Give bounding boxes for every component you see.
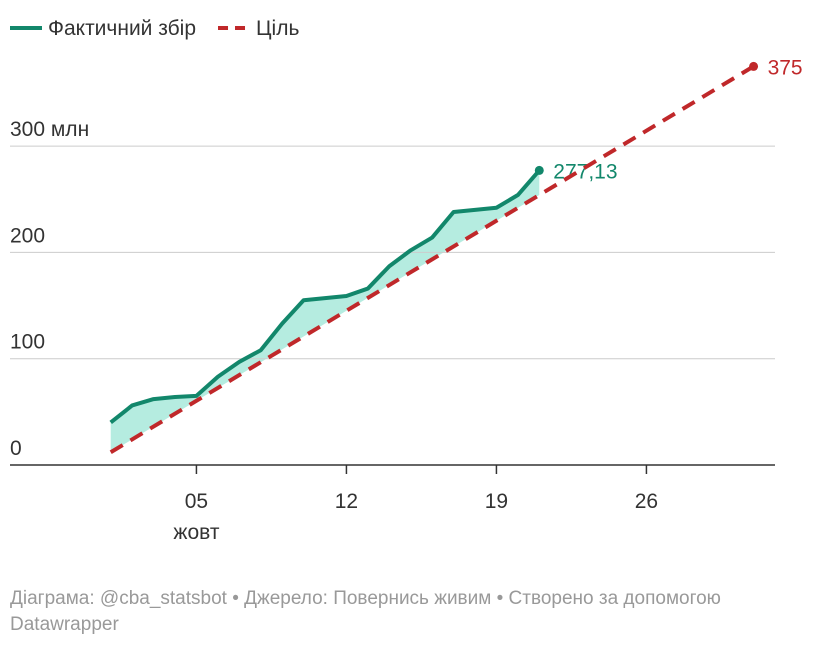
y-tick-label: 100 [10, 331, 45, 354]
y-tick-label: 0 [10, 437, 22, 460]
x-tick-label: 19 [485, 490, 508, 513]
x-tick-label: 26 [635, 490, 658, 513]
x-tick-label: 05 [185, 490, 208, 513]
end-dot [749, 61, 759, 71]
legend-label: Ціль [256, 17, 299, 40]
y-tick-label: 200 [10, 224, 45, 247]
x-tick-label: 12 [335, 490, 358, 513]
chart: 0 100 200 300 млн 05 жовт 12 19 26 277,13 375 Факти… [10, 17, 803, 544]
end-label: 277,13 [553, 160, 617, 183]
y-tick-label: 300 млн [10, 118, 89, 141]
x-secondary-label: жовт [173, 521, 219, 544]
area-fill [110, 170, 540, 453]
source-note: Діаграма: @cba_statsbot • Джерело: Повер… [10, 588, 721, 635]
legend-label: Фактичний збір [48, 17, 196, 40]
end-label: 375 [768, 56, 803, 79]
end-dot [534, 165, 544, 175]
series-line [109, 169, 541, 425]
series-line [109, 64, 755, 454]
